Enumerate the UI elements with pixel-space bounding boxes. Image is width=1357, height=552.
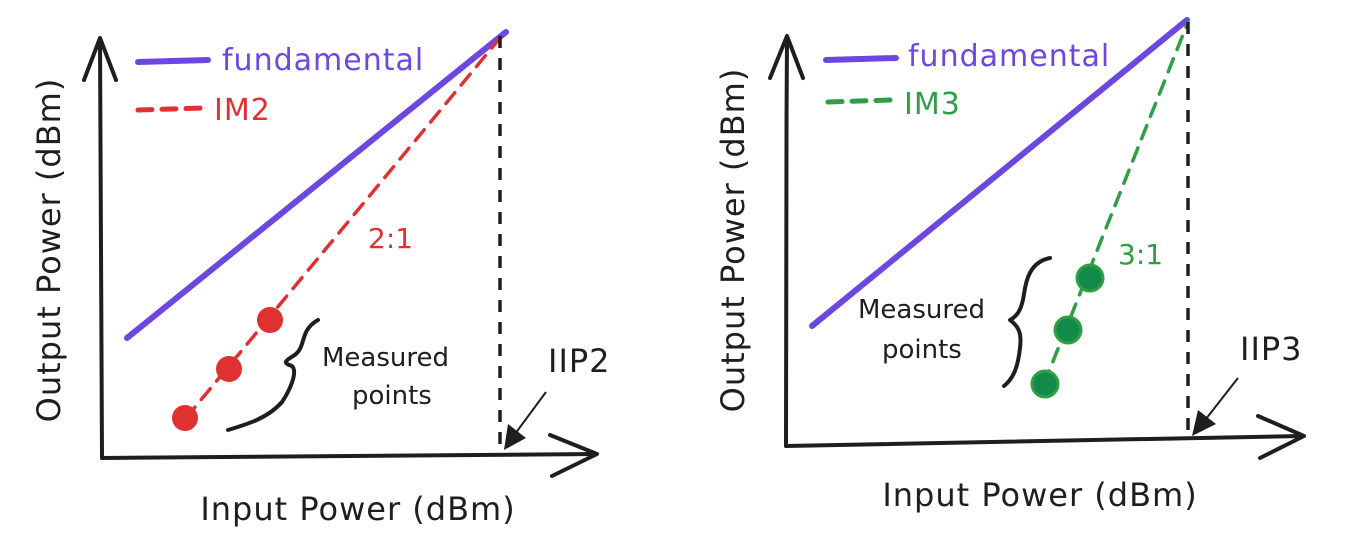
right-measured-point-2	[1053, 315, 1083, 345]
right-intercept-pointer-head	[1192, 410, 1216, 436]
left-measured-point-2	[216, 356, 242, 382]
left-legend-im2-swatch	[135, 105, 207, 113]
right-legend-fundamental-swatch	[823, 55, 899, 63]
left-legend-im2-label: IM2	[214, 93, 271, 128]
left-measured-point-1	[172, 405, 198, 431]
left-intercept-label: IIP2	[548, 342, 611, 380]
left-im2-line	[184, 36, 502, 420]
right-measured-brace	[1002, 256, 1052, 388]
right-x-axis-label: Input Power (dBm)	[882, 476, 1197, 514]
left-y-axis	[98, 38, 104, 460]
right-panel: Output Power (dBm) Input Power (dBm) fun…	[714, 17, 1306, 514]
left-slope-label: 2:1	[368, 222, 413, 255]
right-legend-im3-label: IM3	[904, 87, 961, 122]
right-x-axis-arrowhead	[1256, 414, 1306, 460]
left-panel: Output Power (dBm) Input Power (dBm) fun…	[30, 29, 611, 528]
left-y-axis-label: Output Power (dBm)	[30, 78, 68, 423]
right-measured-point-1	[1030, 369, 1060, 399]
right-y-axis-label: Output Power (dBm)	[714, 68, 752, 413]
left-legend-fundamental-label: fundamental	[222, 43, 424, 78]
left-x-axis	[100, 452, 598, 460]
right-measured-label-line1: Measured	[858, 295, 985, 325]
left-measured-brace	[226, 318, 320, 432]
right-intercept-label: IIP3	[1240, 330, 1303, 368]
right-y-axis-arrowhead	[768, 34, 805, 80]
left-x-axis-arrowhead	[548, 433, 599, 478]
left-intercept-pointer	[511, 391, 547, 439]
right-measured-label-line2: points	[882, 335, 962, 365]
right-measured-point-3	[1075, 263, 1105, 293]
right-y-axis	[784, 36, 789, 448]
right-legend-fundamental-label: fundamental	[908, 39, 1110, 74]
right-x-axis	[784, 434, 1304, 448]
right-legend-im3-swatch	[825, 97, 893, 105]
left-measured-label-line2: points	[352, 381, 432, 411]
left-x-axis-label: Input Power (dBm)	[200, 490, 515, 528]
right-fundamental-line	[809, 17, 1190, 329]
right-im3-line	[1042, 20, 1190, 386]
right-slope-label: 3:1	[1118, 238, 1163, 271]
left-measured-point-3	[257, 307, 283, 333]
left-intercept-pointer-head	[504, 424, 526, 450]
left-y-axis-arrowhead	[82, 36, 118, 82]
right-intercept-pointer	[1201, 377, 1239, 425]
left-fundamental-line	[124, 29, 509, 341]
left-measured-label-line1: Measured	[322, 343, 449, 373]
left-legend-fundamental-swatch	[135, 57, 211, 65]
